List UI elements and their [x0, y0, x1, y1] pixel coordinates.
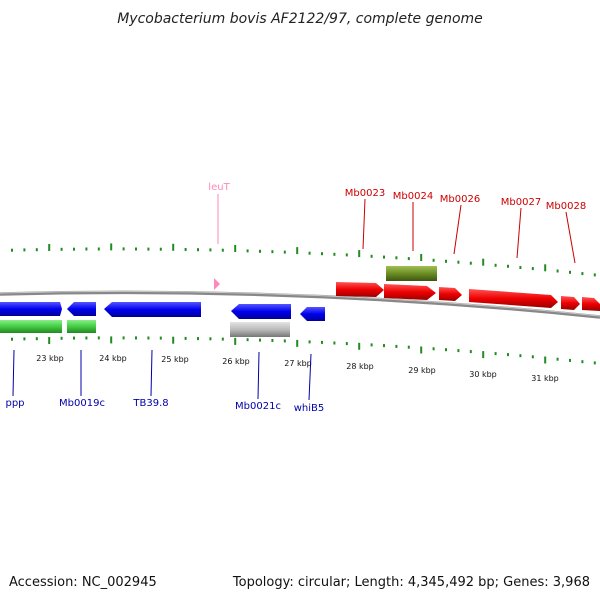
- gene-arrow-TB39.8[interactable]: [104, 302, 201, 317]
- gene-arrow-ppp[interactable]: [0, 302, 62, 316]
- label-leader-Mb0028: [565, 211, 576, 264]
- gene-arrow-next[interactable]: [582, 297, 600, 311]
- rna-feature-1[interactable]: [0, 320, 62, 333]
- kbp-label: 24 kbp: [99, 354, 127, 363]
- genome-backbone-highlight: [0, 290, 600, 317]
- genome-summary-text: Topology: circular; Length: 4,345,492 bp…: [232, 575, 590, 590]
- label-leader-Mb0026: [453, 204, 462, 255]
- gene-arrow-Mb0023[interactable]: [336, 282, 384, 297]
- label-leader-ppp: [12, 349, 15, 397]
- kbp-label: 26 kbp: [222, 357, 250, 366]
- kbp-label: 31 kbp: [531, 374, 559, 383]
- bottom-labels: ppp Mb0019c TB39.8 Mb0021c whiB5: [5, 349, 325, 414]
- rna-feature-2[interactable]: [67, 320, 96, 333]
- gene-label-Mb0023[interactable]: Mb0023: [345, 188, 385, 199]
- gene-label-Mb0028[interactable]: Mb0028: [546, 201, 586, 212]
- kbp-label: 23 kbp: [36, 354, 64, 363]
- gene-arrow-whiB5[interactable]: [300, 307, 325, 321]
- kbp-label: 25 kbp: [161, 355, 189, 364]
- label-leader-Mb0023: [362, 198, 366, 250]
- gene-label-Mb0019c[interactable]: Mb0019c: [59, 398, 105, 409]
- gene-arrow-Mb0024[interactable]: [384, 284, 436, 300]
- map-title: Mycobacterium bovis AF2122/97, complete …: [117, 11, 483, 27]
- accession-text: Accession: NC_002945: [9, 575, 157, 590]
- kbp-label: 29 kbp: [408, 366, 436, 375]
- gene-label-leuT[interactable]: leuT: [208, 182, 230, 193]
- gene-label-Mb0024[interactable]: Mb0024: [393, 191, 433, 202]
- label-leader-TB39.8: [150, 349, 153, 397]
- label-leader-whiB5: [308, 353, 312, 401]
- gene-label-Mb0021c[interactable]: Mb0021c: [235, 401, 281, 412]
- pseudo-feature[interactable]: [230, 322, 290, 337]
- gene-arrow-Mb0028[interactable]: [561, 296, 580, 310]
- gene-label-whiB5[interactable]: whiB5: [294, 403, 325, 414]
- misc-feature[interactable]: [386, 266, 437, 281]
- top-labels: leuT Mb0023 Mb0024 Mb0026 Mb0027 Mb0028: [208, 182, 586, 264]
- gene-label-ppp[interactable]: ppp: [5, 398, 24, 409]
- kbp-label: 27 kbp: [284, 359, 312, 368]
- ticks-inner: [11, 336, 596, 365]
- label-leader-Mb0021c: [257, 351, 260, 400]
- gene-arrow-Mb0021c[interactable]: [231, 304, 291, 319]
- genome-backbone: [0, 290, 600, 319]
- kbp-label: 28 kbp: [346, 362, 374, 371]
- trna-marker-leuT[interactable]: [214, 278, 220, 290]
- label-leader-Mb0027: [516, 207, 522, 259]
- gene-arrow-Mb0019c[interactable]: [67, 302, 96, 316]
- kbp-label: 30 kbp: [469, 370, 497, 379]
- gene-label-TB39.8[interactable]: TB39.8: [132, 398, 168, 409]
- gene-arrow-Mb0026[interactable]: [439, 287, 462, 301]
- gene-label-Mb0026[interactable]: Mb0026: [440, 194, 480, 205]
- ticks-outer: [11, 243, 596, 277]
- gene-label-Mb0027[interactable]: Mb0027: [501, 197, 541, 208]
- gene-arrow-Mb0027[interactable]: [469, 289, 558, 308]
